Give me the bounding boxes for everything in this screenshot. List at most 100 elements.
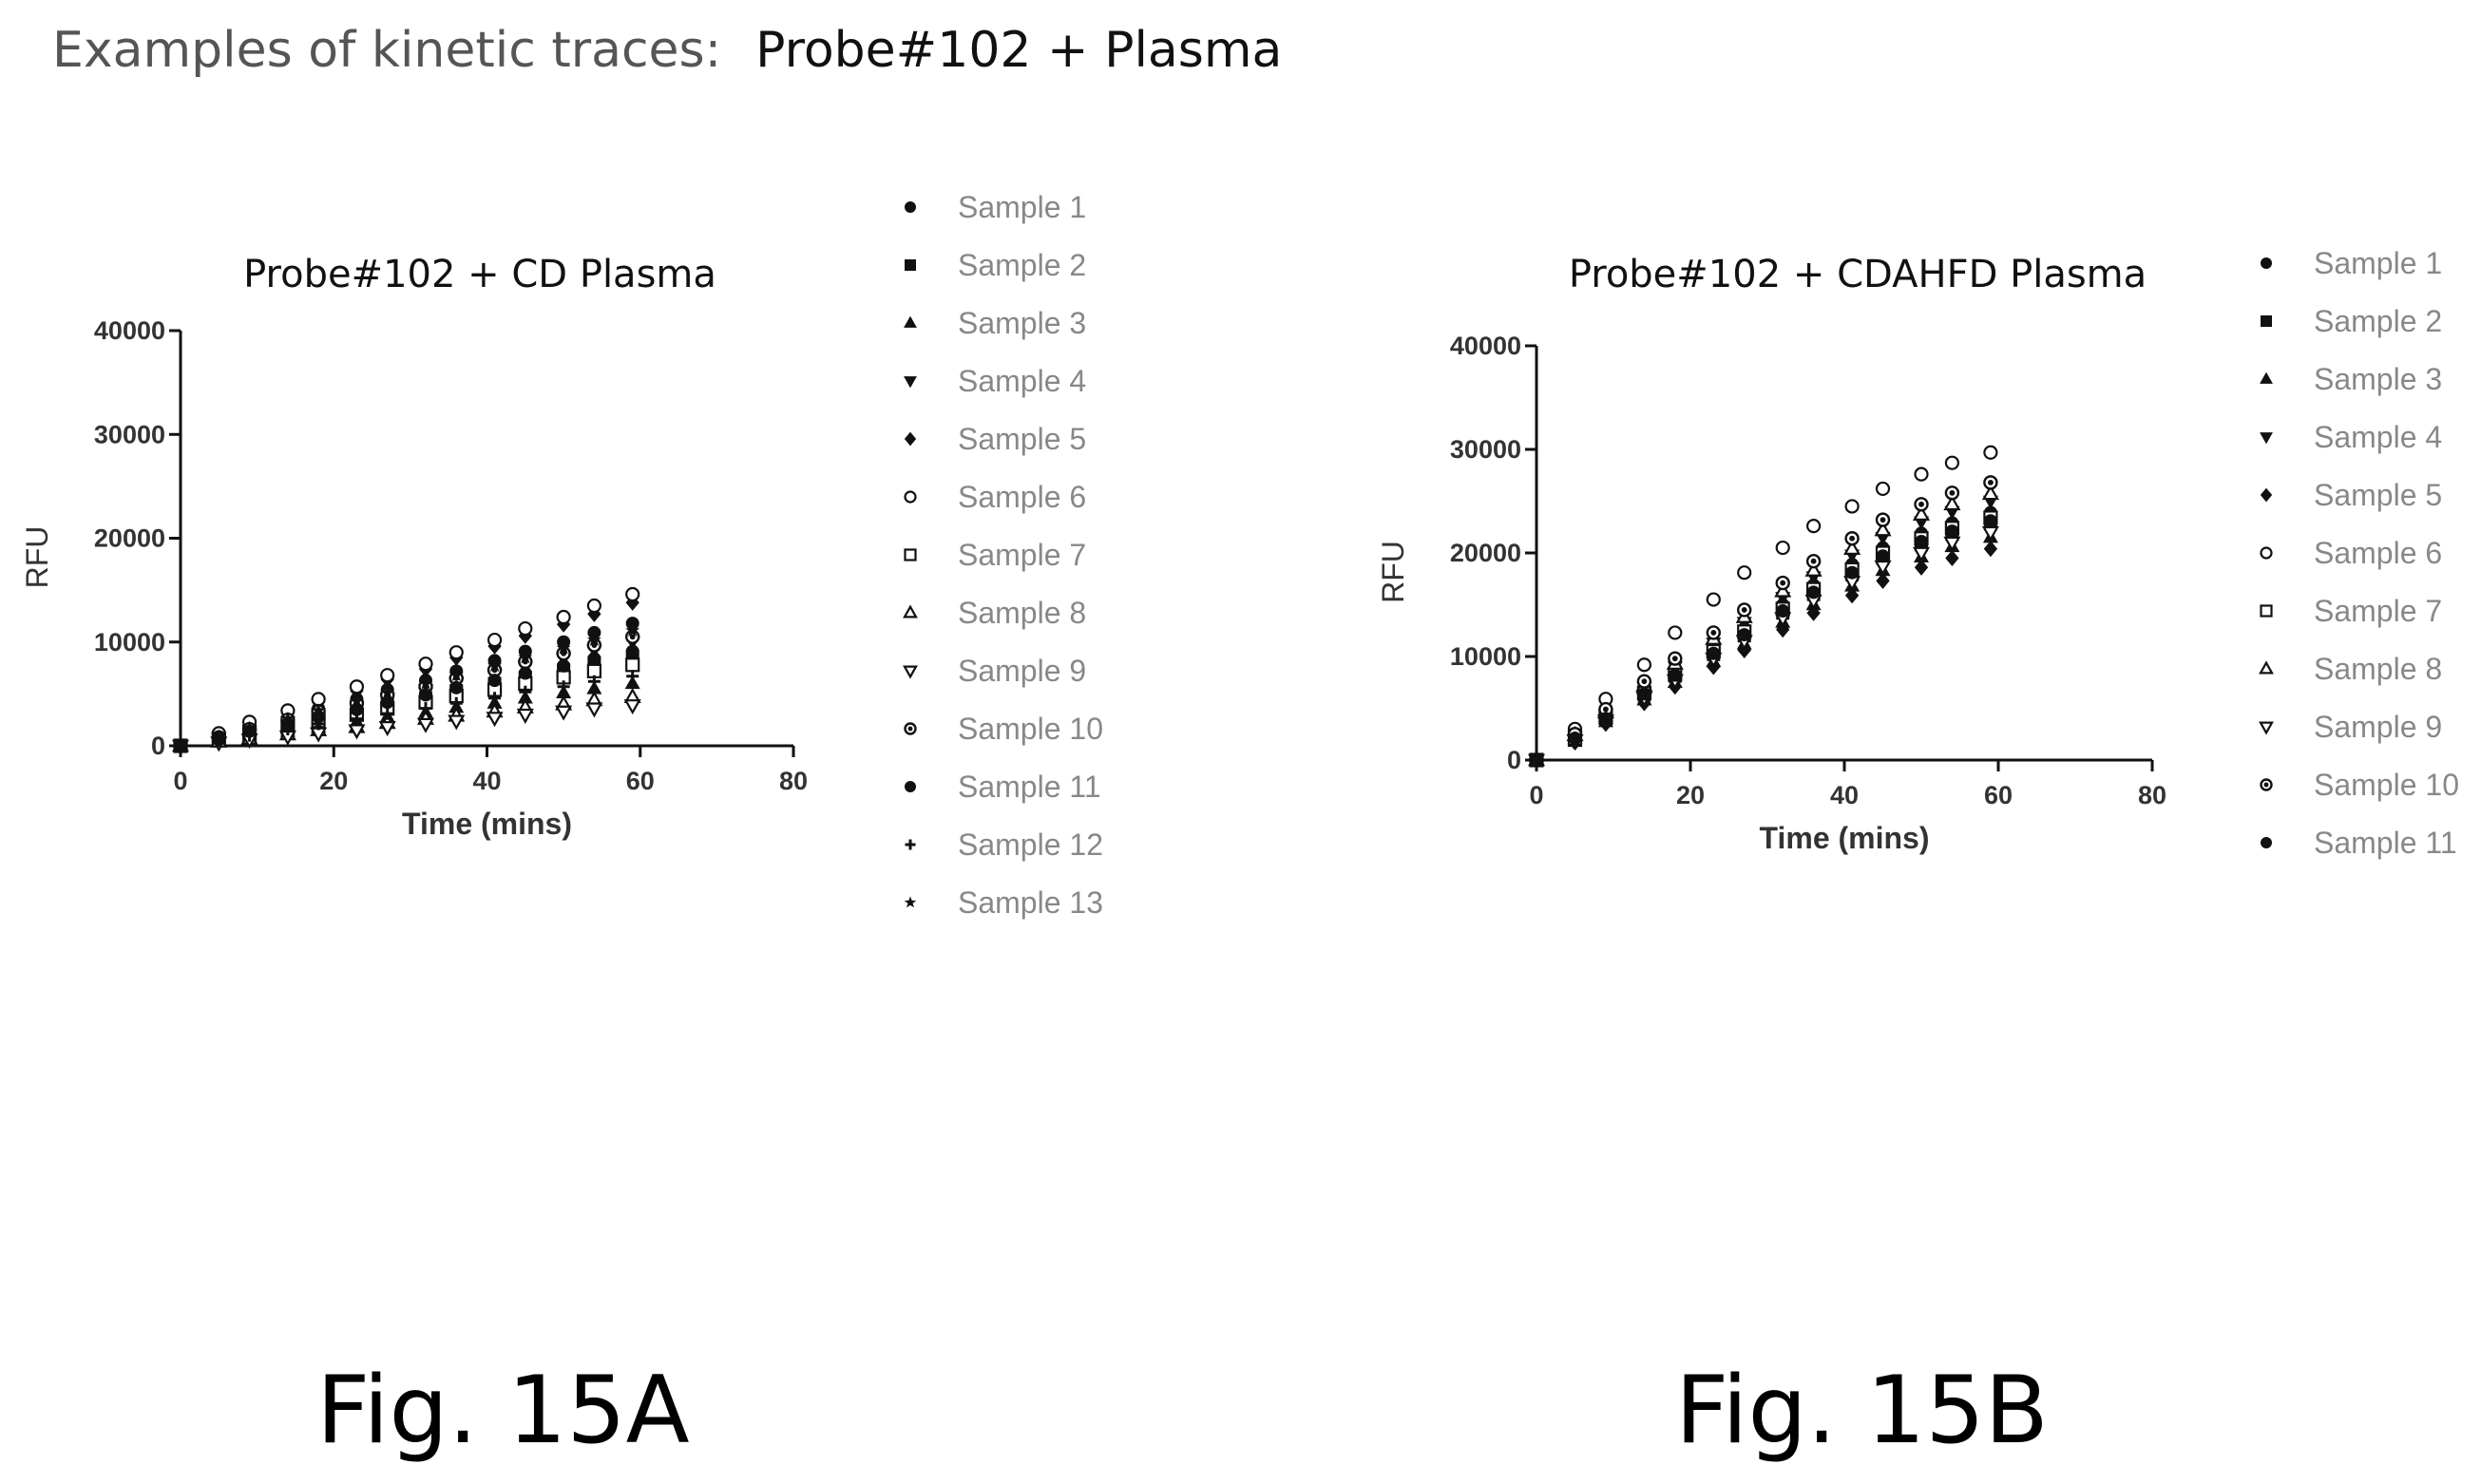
legend-label: Sample 2 — [2314, 304, 2442, 338]
legend-label: Sample 13 — [958, 885, 1103, 920]
data-point — [587, 632, 601, 646]
heading-lead: Examples of kinetic traces: — [52, 22, 722, 79]
data-point — [1943, 495, 1961, 511]
y-tick-label: 30000 — [94, 420, 165, 448]
legend-marker — [2261, 315, 2272, 327]
chart-a: Probe#102 + CD Plasma 0 20 40 60 80 0 10000 2000… — [20, 190, 1103, 920]
legend-label: Sample 3 — [958, 306, 1086, 340]
series-10 — [1529, 475, 1998, 768]
legend-marker — [904, 315, 917, 328]
legend-label: Sample 4 — [958, 364, 1086, 398]
legend-label: Sample 1 — [2314, 246, 2442, 280]
data-point — [518, 650, 533, 664]
chart-title: Probe#102 + CDAHFD Plasma — [1569, 253, 2147, 296]
data-point — [242, 720, 257, 734]
legend-marker — [2261, 257, 2272, 269]
x-tick-label: 60 — [626, 767, 655, 795]
data-point — [1915, 535, 1928, 549]
data-point — [1806, 585, 1821, 599]
data-point — [378, 721, 396, 737]
data-point — [625, 657, 640, 673]
data-point — [350, 713, 363, 726]
legend-label: Sample 8 — [2314, 652, 2442, 686]
data-point — [519, 685, 532, 698]
series-12 — [174, 670, 639, 752]
data-point — [1598, 712, 1613, 726]
series-11 — [1530, 514, 1997, 767]
data-point — [623, 699, 641, 715]
legend-label: Sample 3 — [2314, 362, 2442, 396]
data-point — [1775, 540, 1790, 556]
data-point — [1983, 445, 1998, 460]
legend-marker — [903, 604, 918, 618]
data-point — [448, 714, 466, 731]
x-axis-label: Time (mins) — [402, 807, 572, 841]
data-point — [449, 680, 464, 694]
data-point-dot — [1880, 517, 1886, 523]
legend-marker — [905, 781, 916, 792]
legend-label: Sample 6 — [958, 480, 1086, 514]
chart-b: Probe#102 + CDAHFD Plasma 0 20 40 60 80 0 10000… — [1376, 246, 2459, 860]
data-point — [555, 705, 573, 721]
data-point — [557, 680, 570, 694]
data-point — [1568, 732, 1582, 746]
x-tick-label: 20 — [1676, 781, 1705, 809]
legend: Sample 1 Sample 2 Sample 3 Sample 4 Sample 5… — [2259, 246, 2459, 860]
data-point — [1983, 514, 1997, 528]
data-point — [1737, 565, 1752, 580]
y-tick-label: 10000 — [94, 628, 165, 656]
x-tick-label: 80 — [779, 767, 808, 795]
data-point — [243, 729, 257, 742]
legend-label: Sample 7 — [958, 538, 1086, 572]
data-point — [1844, 499, 1860, 514]
data-point — [1737, 628, 1751, 642]
data-point — [518, 620, 533, 637]
y-axis-label: RFU — [20, 526, 54, 589]
data-point — [1805, 519, 1822, 534]
data-point — [586, 598, 601, 614]
legend-label: Sample 7 — [2314, 594, 2442, 628]
data-point — [1776, 621, 1790, 638]
data-point — [556, 640, 571, 655]
legend-marker — [2260, 546, 2273, 560]
data-point — [380, 695, 394, 710]
data-point — [1912, 504, 1931, 521]
data-point — [211, 729, 226, 743]
data-point — [1874, 521, 1892, 537]
legend-marker-dot — [2263, 782, 2269, 788]
data-point — [487, 674, 502, 688]
legend-marker — [904, 896, 917, 908]
data-point — [1636, 657, 1652, 673]
data-point — [1945, 549, 1959, 567]
legend-marker — [2260, 432, 2273, 445]
data-point — [1707, 646, 1721, 660]
data-point-dot — [1918, 501, 1924, 507]
legend-marker — [903, 665, 918, 679]
data-point — [348, 724, 366, 740]
y-tick-label: 20000 — [94, 524, 165, 553]
data-point — [448, 667, 464, 681]
series-9 — [1527, 525, 1999, 770]
x-tick-label: 40 — [1830, 781, 1859, 809]
page-heading: Examples of kinetic traces: Probe#102 + P… — [52, 17, 1282, 84]
data-point — [1844, 587, 1860, 604]
data-point — [1776, 604, 1790, 618]
figure-label-15a: Fig. 15A — [316, 1357, 690, 1465]
y-tick-label: 40000 — [94, 316, 165, 345]
data-point — [516, 708, 534, 724]
y-tick-label: 0 — [1507, 746, 1521, 774]
data-point — [1983, 541, 1998, 558]
legend-marker — [905, 259, 916, 271]
legend-label: Sample 6 — [2314, 536, 2442, 570]
legend-label: Sample 9 — [2314, 710, 2442, 744]
x-tick-label: 80 — [2138, 781, 2166, 809]
data-point — [1875, 481, 1891, 497]
data-point — [350, 694, 364, 708]
legend: Sample 1 Sample 2 Sample 3 Sample 4 Sample 5… — [903, 190, 1103, 920]
data-point — [626, 670, 639, 683]
data-point — [585, 702, 603, 718]
x-axis-label: Time (mins) — [1760, 821, 1930, 855]
data-point — [486, 712, 504, 728]
legend-label: Sample 4 — [2314, 420, 2442, 454]
legend-label: Sample 2 — [958, 248, 1086, 282]
